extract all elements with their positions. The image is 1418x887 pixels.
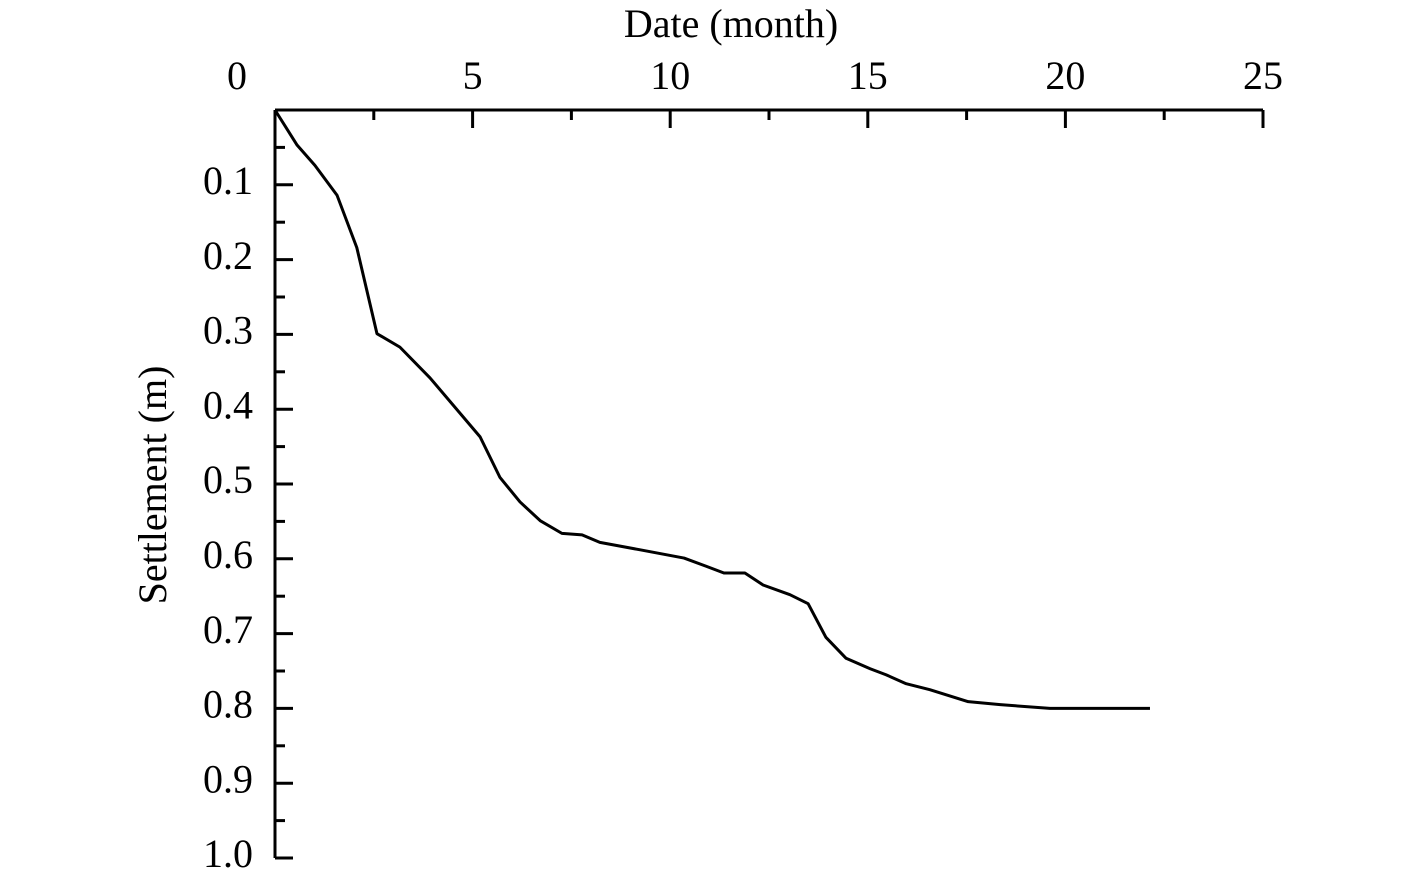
- y-tick-label: 0.2: [203, 233, 253, 278]
- x-tick-label: 15: [848, 53, 888, 98]
- y-tick-label: 1.0: [203, 831, 253, 876]
- y-tick-label: 0.6: [203, 532, 253, 577]
- y-tick-label: 0.7: [203, 607, 253, 652]
- x-axis-label: Date (month): [624, 1, 838, 46]
- x-tick-label: 25: [1243, 53, 1283, 98]
- x-tick-label: 20: [1045, 53, 1085, 98]
- x-tick-label: 10: [650, 53, 690, 98]
- data-line: [273, 109, 1150, 710]
- x-tick-label: 0: [227, 53, 247, 98]
- y-tick-label: 0.3: [203, 308, 253, 353]
- y-tick-label: 0.9: [203, 756, 253, 801]
- y-tick-label: 0.5: [203, 457, 253, 502]
- y-tick-label: 0.4: [203, 382, 253, 427]
- x-tick-label: 5: [463, 53, 483, 98]
- y-axis-label: Settlement (m): [130, 366, 175, 605]
- y-tick-label: 0.8: [203, 682, 253, 727]
- y-tick-label: 0.1: [203, 158, 253, 203]
